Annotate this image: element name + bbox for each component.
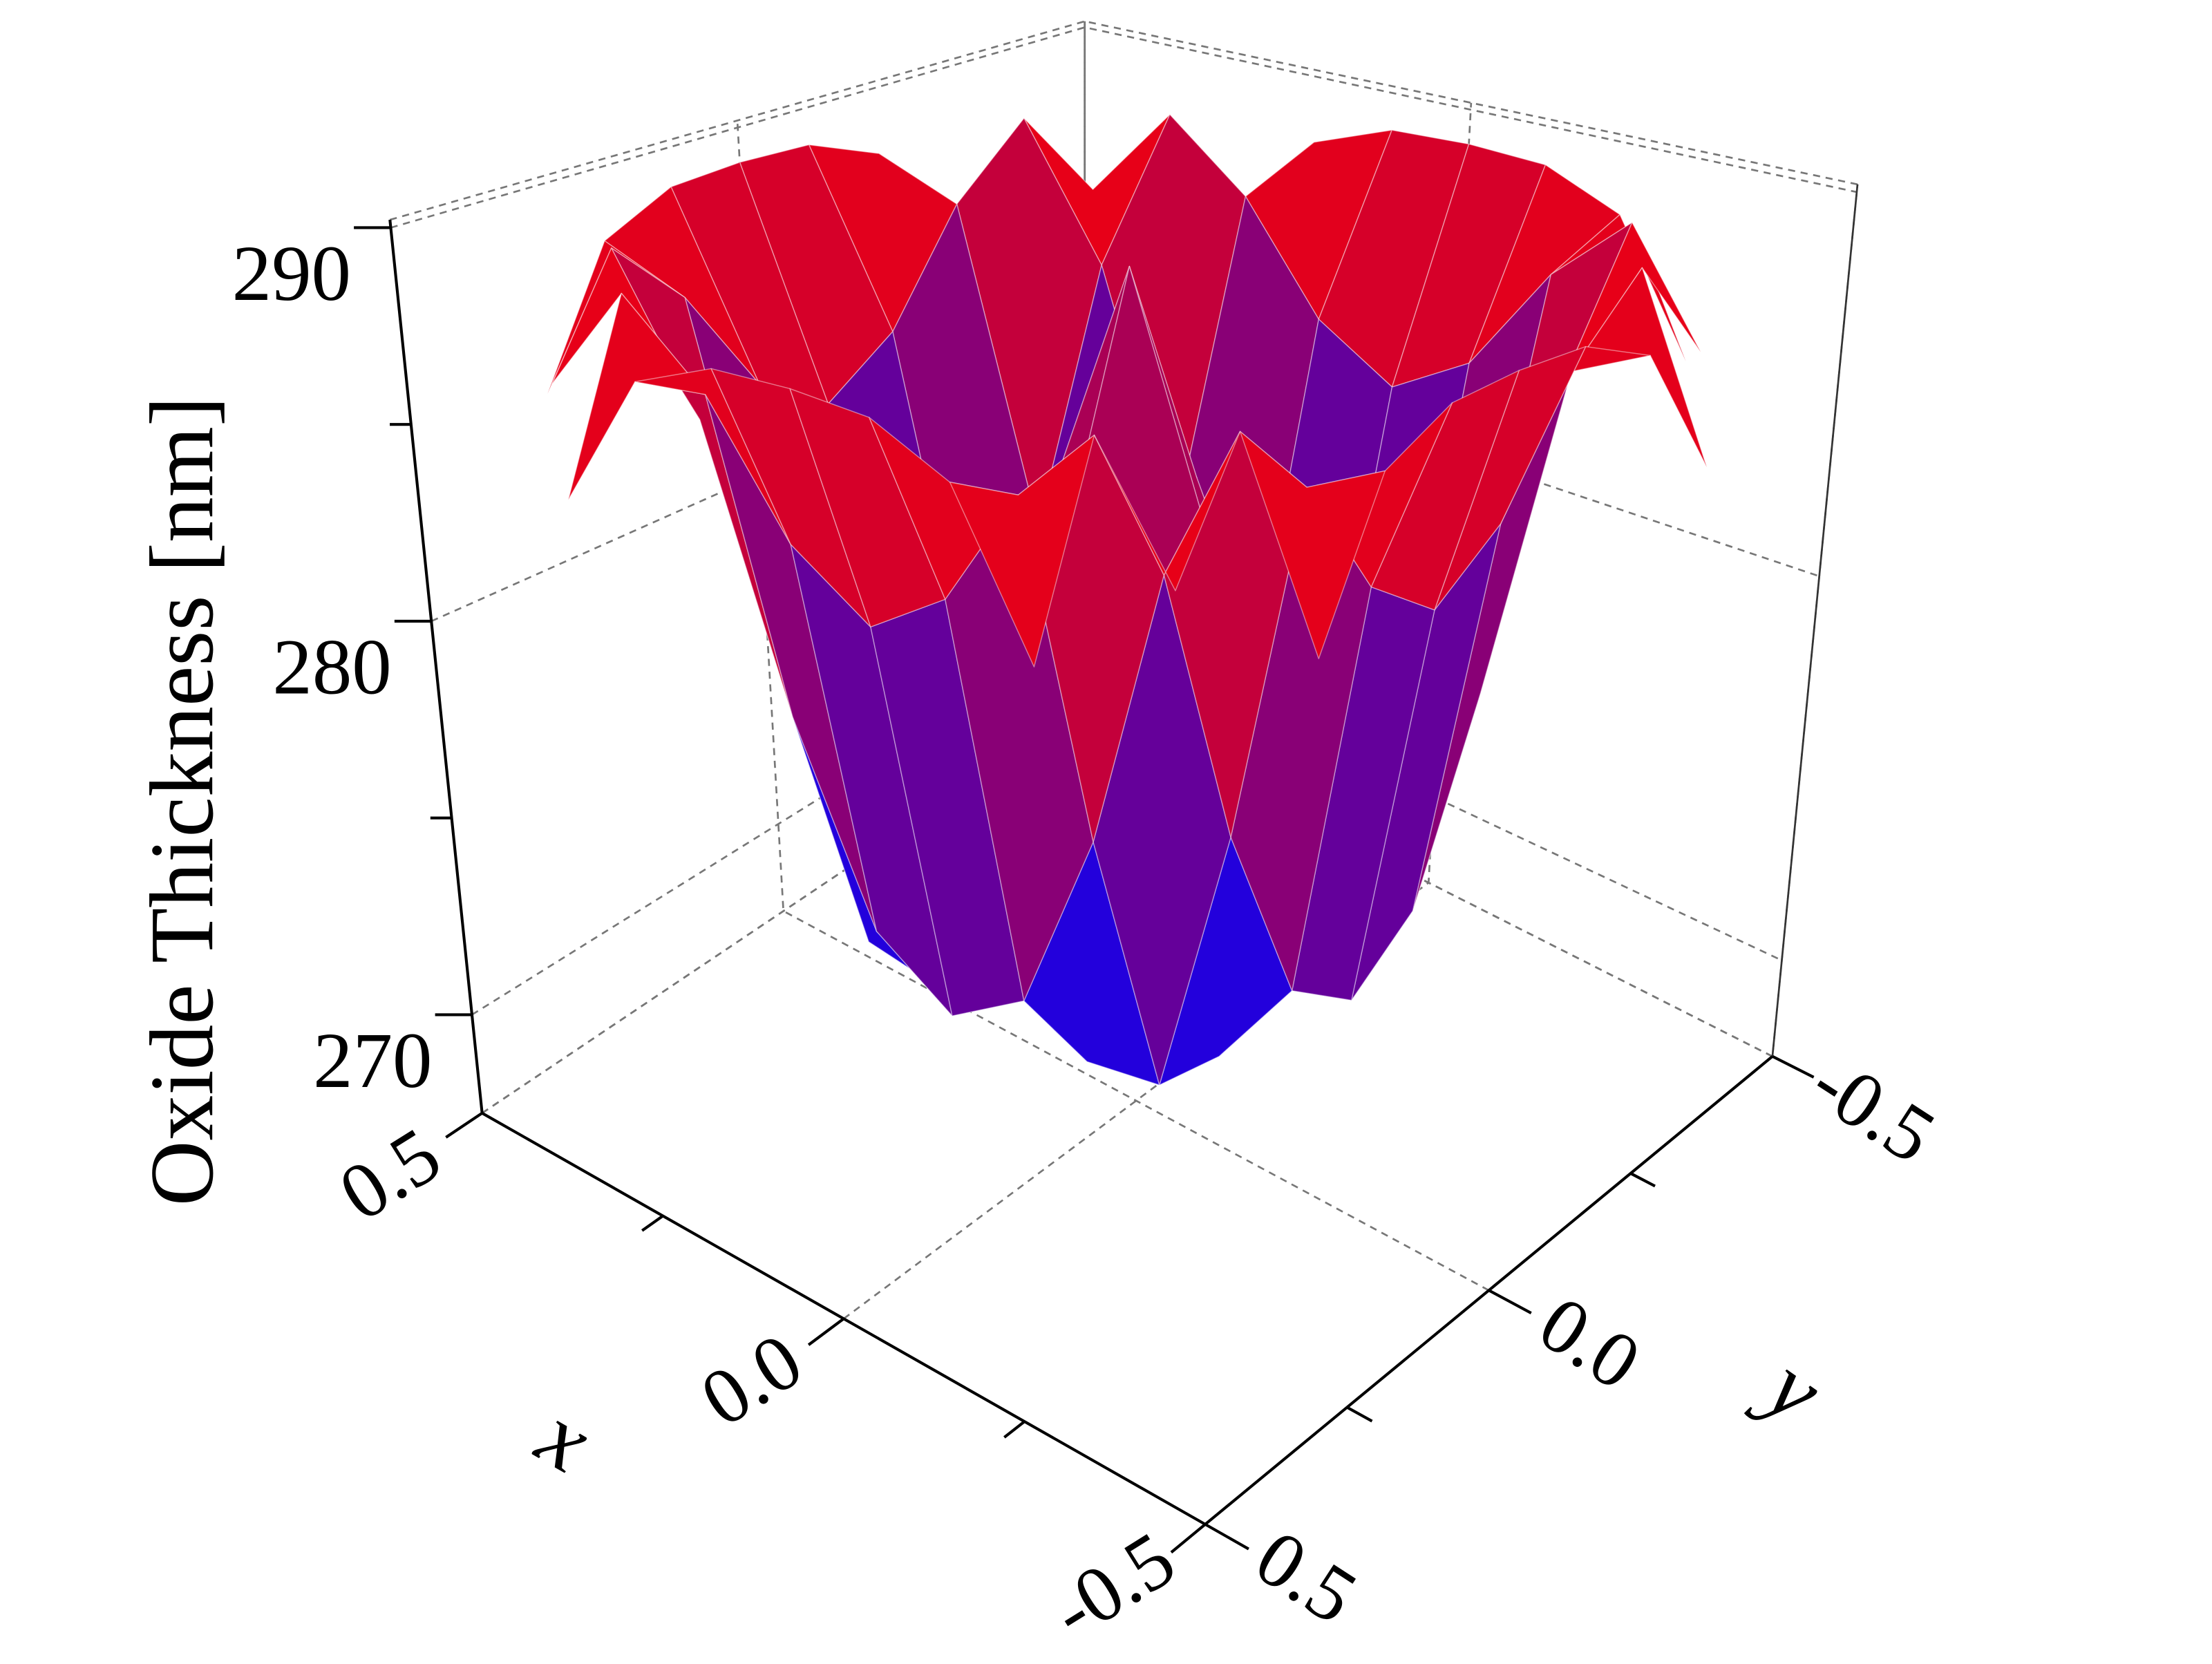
x-tick-label: 0.5 bbox=[324, 1110, 455, 1238]
y-tick-label: -0.5 bbox=[1797, 1038, 1950, 1180]
surface-patch bbox=[1239, 431, 1386, 659]
box-edge bbox=[389, 20, 1086, 221]
z-tick-label: 280 bbox=[272, 623, 391, 710]
x-tick-label: 0.0 bbox=[686, 1316, 817, 1444]
y-tick-label: 0.5 bbox=[1240, 1513, 1372, 1641]
x-axis-title: x bbox=[521, 1384, 607, 1492]
surface-patch bbox=[789, 388, 946, 627]
x-tick bbox=[807, 1317, 845, 1346]
y-minor-tick bbox=[1346, 1406, 1373, 1423]
y-tick-label: 0.0 bbox=[1524, 1279, 1656, 1407]
z-axis bbox=[388, 219, 484, 1114]
y-tick bbox=[1204, 1523, 1249, 1551]
y-tick bbox=[1771, 1055, 1815, 1079]
x-tick-label: -0.5 bbox=[1037, 1515, 1190, 1656]
x-minor-tick bbox=[1003, 1420, 1025, 1439]
z-tick-label: 270 bbox=[313, 1017, 432, 1104]
surface-patch bbox=[869, 417, 1019, 600]
box-edge bbox=[1771, 184, 1859, 1057]
z-tick-label: 290 bbox=[232, 229, 351, 317]
y-minor-tick bbox=[1629, 1172, 1656, 1188]
surface-patch bbox=[710, 368, 871, 627]
x-minor-tick bbox=[641, 1214, 664, 1232]
y-tick bbox=[1488, 1289, 1532, 1315]
x-tick bbox=[1170, 1523, 1207, 1554]
y-axis-title: y bbox=[1743, 1332, 1841, 1442]
surface-patch bbox=[949, 434, 1095, 668]
z-axis-title: Oxide Thickness [nm] bbox=[132, 396, 232, 1206]
surface bbox=[547, 114, 1708, 1086]
box-edge bbox=[1084, 20, 1858, 186]
x-tick bbox=[445, 1112, 483, 1139]
